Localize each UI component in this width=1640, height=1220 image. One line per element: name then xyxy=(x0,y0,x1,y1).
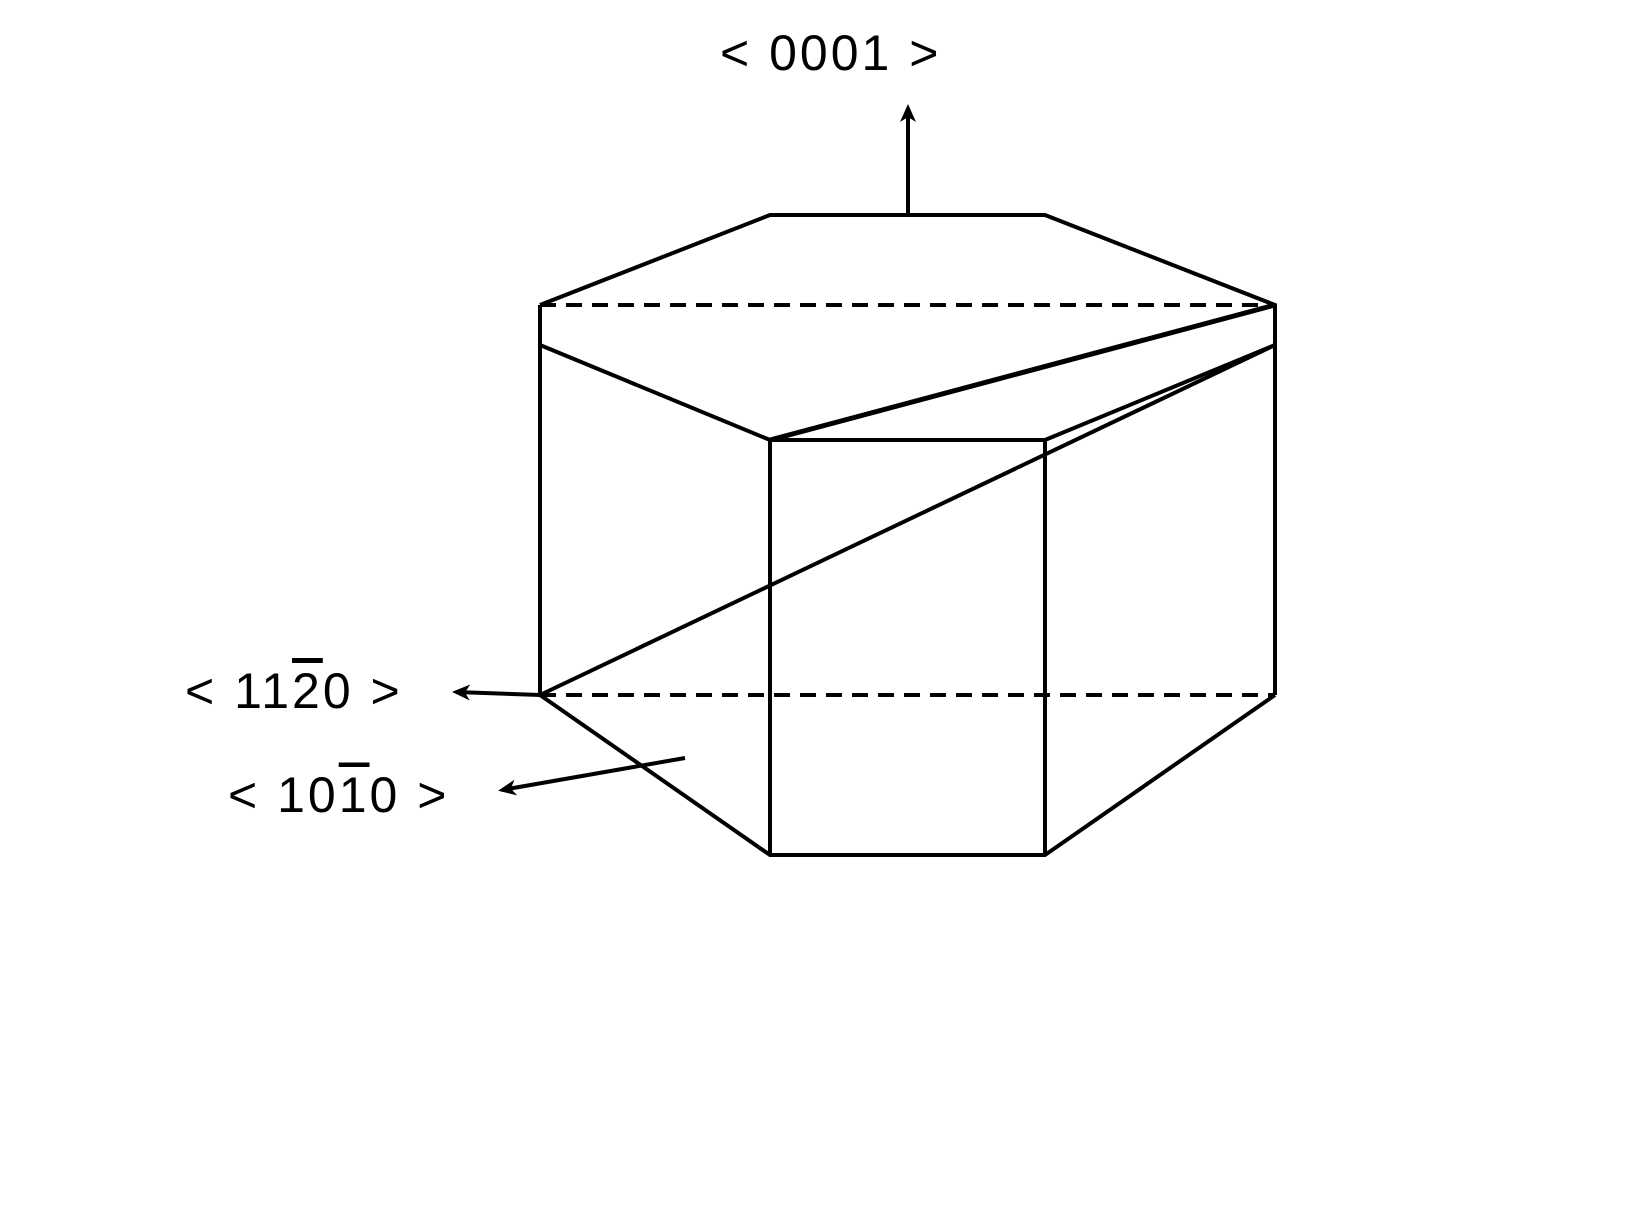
arrow-left-2 xyxy=(502,758,685,790)
hexagonal-prism-diagram: < 0001 > < 1120 > < 1010 > xyxy=(0,0,1640,1220)
label-1120: < 1120 > xyxy=(185,663,403,719)
diagonal-edge-2 xyxy=(540,345,1275,695)
bottom-front xyxy=(540,695,1275,855)
label-top: < 0001 > xyxy=(720,25,941,81)
arrow-left-1 xyxy=(456,692,540,695)
bottom-back-left xyxy=(770,620,908,855)
diagonal-edge-1 xyxy=(770,305,1275,440)
top-face xyxy=(540,215,1275,440)
label-1010: < 1010 > xyxy=(228,767,449,823)
